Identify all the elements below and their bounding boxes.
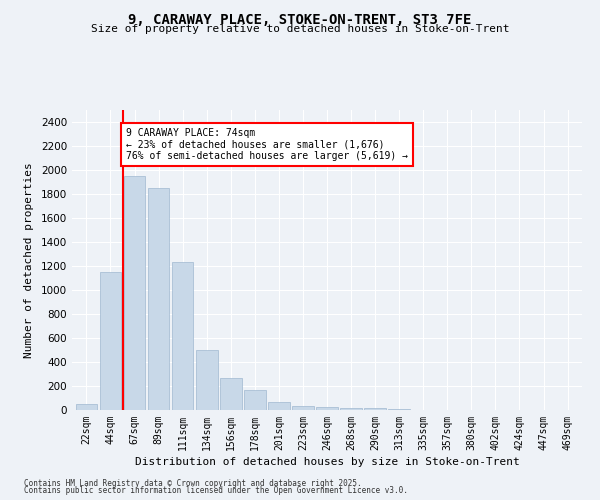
Text: Contains HM Land Registry data © Crown copyright and database right 2025.: Contains HM Land Registry data © Crown c… — [24, 478, 362, 488]
Bar — [172, 262, 193, 410]
Bar — [76, 404, 97, 410]
Bar — [244, 390, 266, 410]
Bar — [220, 378, 242, 410]
Text: Size of property relative to detached houses in Stoke-on-Trent: Size of property relative to detached ho… — [91, 24, 509, 34]
Bar — [340, 408, 362, 410]
Bar — [364, 408, 386, 410]
Y-axis label: Number of detached properties: Number of detached properties — [24, 162, 34, 358]
Bar — [148, 188, 169, 410]
X-axis label: Distribution of detached houses by size in Stoke-on-Trent: Distribution of detached houses by size … — [134, 457, 520, 467]
Text: 9 CARAWAY PLACE: 74sqm
← 23% of detached houses are smaller (1,676)
76% of semi-: 9 CARAWAY PLACE: 74sqm ← 23% of detached… — [126, 128, 408, 161]
Bar — [100, 272, 121, 410]
Text: 9, CARAWAY PLACE, STOKE-ON-TRENT, ST3 7FE: 9, CARAWAY PLACE, STOKE-ON-TRENT, ST3 7F… — [128, 12, 472, 26]
Text: Contains public sector information licensed under the Open Government Licence v3: Contains public sector information licen… — [24, 486, 408, 495]
Bar — [196, 350, 218, 410]
Bar — [268, 402, 290, 410]
Bar — [292, 406, 314, 410]
Bar — [124, 176, 145, 410]
Bar — [316, 407, 338, 410]
